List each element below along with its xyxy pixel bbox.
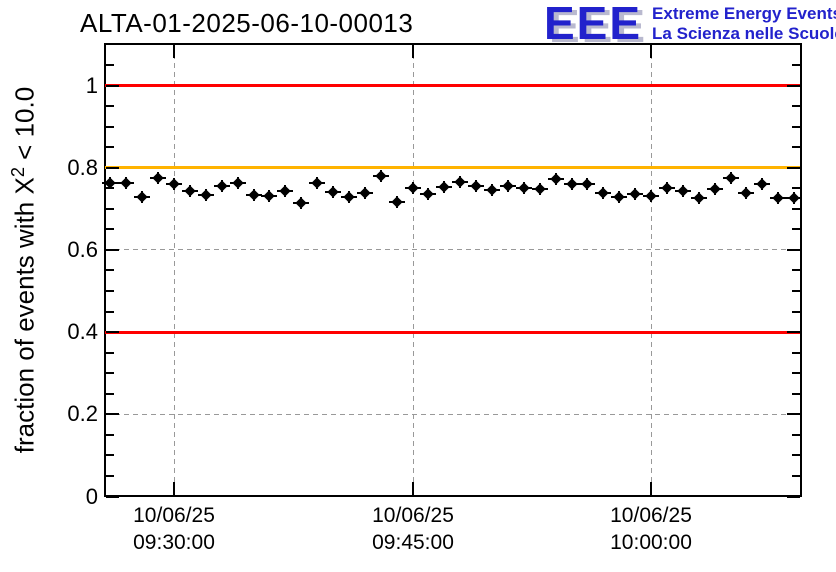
y-minor-tick-left [106, 125, 114, 128]
chart-title: ALTA-01-2025-06-10-00013 [80, 8, 414, 38]
x-major-tick-bottom [412, 482, 414, 495]
y-minor-tick-left [106, 290, 114, 292]
y-minor-tick-left [106, 310, 114, 313]
x-major-tick-top [173, 45, 175, 58]
x-tick-label: 10/06/25 09:30:00 [94, 502, 254, 556]
x-tick-label: 10/06/25 10:00:00 [571, 502, 731, 556]
y-major-tick-left [106, 248, 119, 251]
y-minor-tick-left [106, 474, 114, 477]
y-major-tick-right [787, 166, 800, 169]
grid-line-horizontal [106, 413, 800, 415]
y-minor-tick-right [792, 146, 800, 149]
y-minor-tick-right [792, 105, 800, 108]
x-major-tick-top [412, 45, 414, 58]
y-tick-label: 0.8 [67, 154, 98, 180]
y-minor-tick-left [106, 454, 114, 457]
y-minor-tick-left [106, 433, 114, 436]
x-tick-date: 10/06/25 [610, 504, 692, 527]
grid-line-vertical [413, 45, 414, 495]
x-tick-time: 09:30:00 [133, 531, 215, 554]
y-minor-tick-right [792, 269, 800, 272]
x-tick-time: 09:45:00 [372, 531, 454, 554]
x-major-tick-bottom [173, 482, 175, 495]
y-minor-tick-right [792, 290, 800, 292]
y-minor-tick-right [792, 207, 800, 210]
y-minor-tick-left [106, 351, 114, 354]
grid-line-horizontal [106, 249, 800, 251]
y-minor-tick-left [106, 228, 114, 231]
reference-line-2 [105, 330, 800, 334]
y-tick-label: 0.2 [67, 401, 98, 427]
y-major-tick-right [787, 331, 800, 334]
x-major-tick-bottom [650, 482, 652, 495]
y-major-tick-left [106, 84, 119, 87]
y-minor-tick-left [106, 392, 114, 395]
y-minor-tick-right [792, 454, 800, 457]
y-major-tick-left [106, 413, 119, 416]
grid-line-vertical [651, 45, 652, 495]
chart-frame [104, 43, 802, 497]
x-major-tick-top [650, 45, 652, 58]
eee-logo: EEE Extreme Energy Events La Scienza nel… [544, 0, 836, 49]
y-tick-label: 1 [85, 72, 98, 98]
y-tick-label: 0.6 [67, 236, 98, 262]
y-minor-tick-right [792, 351, 800, 354]
eee-logo-subtitle: Extreme Energy Events La Scienza nelle S… [652, 1, 836, 44]
y-minor-tick-right [792, 187, 800, 190]
x-tick-label: 10/06/25 09:45:00 [333, 502, 493, 556]
y-axis-title: fraction of events with X2 < 10.0 [8, 30, 40, 510]
y-minor-tick-left [106, 207, 114, 210]
x-tick-date: 10/06/25 [372, 504, 454, 527]
y-minor-tick-right [792, 125, 800, 128]
reference-line-0 [105, 84, 800, 87]
y-minor-tick-right [792, 228, 800, 231]
y-minor-tick-left [106, 105, 114, 108]
x-tick-time: 10:00:00 [610, 531, 692, 554]
y-minor-tick-right [792, 392, 800, 395]
eee-logo-line1: Extreme Energy Events [652, 4, 836, 23]
y-minor-tick-left [106, 372, 114, 375]
y-minor-tick-right [792, 372, 800, 375]
y-tick-label: 0 [85, 483, 98, 509]
grid-line-vertical [174, 45, 175, 495]
y-major-tick-left [106, 166, 119, 169]
y-major-tick-right [787, 84, 800, 87]
eee-logo-line2: La Scienza nelle Scuole [652, 24, 836, 43]
y-minor-tick-left [106, 146, 114, 149]
y-minor-tick-right [792, 63, 800, 66]
y-major-tick-left [106, 495, 119, 498]
y-minor-tick-left [106, 63, 114, 66]
x-tick-date: 10/06/25 [133, 504, 215, 527]
y-minor-tick-right [792, 310, 800, 313]
y-major-tick-left [106, 331, 119, 334]
eee-logo-acronym: EEE [544, 0, 643, 49]
y-major-tick-right [787, 495, 800, 498]
reference-line-1 [105, 166, 800, 170]
y-major-tick-right [787, 413, 800, 416]
y-minor-tick-right [792, 433, 800, 436]
y-tick-label: 0.4 [67, 319, 98, 345]
y-minor-tick-left [106, 269, 114, 272]
y-minor-tick-right [792, 474, 800, 477]
y-major-tick-right [787, 248, 800, 251]
